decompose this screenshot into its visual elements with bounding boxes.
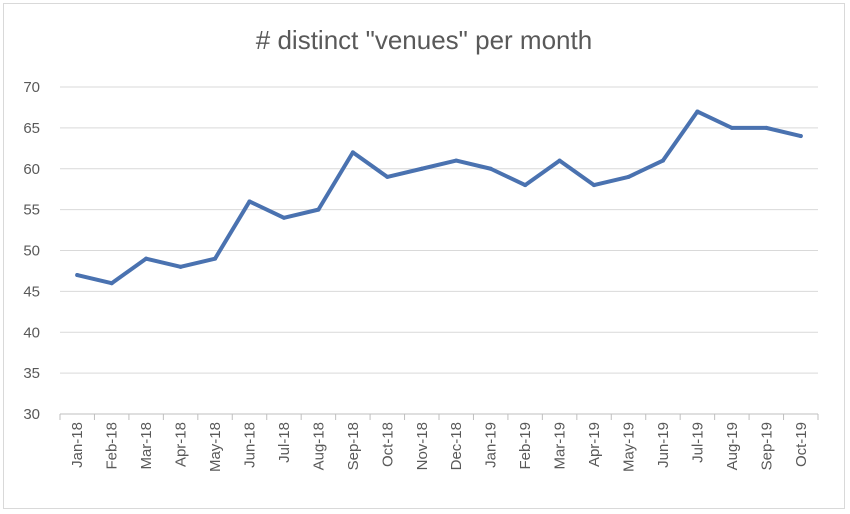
x-tick-label: Jan-18 [69,422,86,468]
data-point [178,264,183,269]
data-point [488,166,493,171]
series-line [75,109,803,286]
x-tick-label: Aug-19 [724,422,741,470]
x-tick-label: Apr-19 [586,422,603,467]
x-tick-label: Jun-18 [242,422,259,468]
data-point [523,183,528,188]
data-point [144,256,149,261]
gridlines [60,86,818,374]
data-point [557,158,562,163]
x-tick-label: May-19 [621,422,638,472]
data-point [798,134,803,139]
chart-title: # distinct "venues" per month [256,25,592,55]
x-tick-label: Jul-18 [276,422,293,463]
x-tick-label: Oct-19 [793,422,810,467]
y-tick-label: 60 [23,161,40,178]
data-point [729,125,734,130]
data-point [350,150,355,155]
x-tick-label: Mar-18 [138,422,155,470]
y-tick-label: 65 [23,120,40,137]
x-tick-label: Aug-18 [310,422,327,470]
data-point [626,174,631,179]
x-tick-label: Sep-18 [345,422,362,470]
y-axis-tick-labels: 30 35 40 45 50 55 60 65 70 [23,79,40,423]
data-point [454,158,459,163]
y-tick-label: 45 [23,283,40,300]
data-point [419,166,424,171]
y-tick-label: 55 [23,202,40,219]
x-tick-label: Nov-18 [414,422,431,470]
x-tick-label: Dec-18 [448,422,465,470]
data-point [75,273,80,278]
x-axis [59,413,819,420]
y-tick-label: 70 [23,79,40,96]
x-axis-tick-labels: Jan-18 Feb-18 Mar-18 Apr-18 May-18 Jun-18 Jul-… [69,422,810,472]
data-point [660,158,665,163]
y-tick-label: 50 [23,243,40,260]
y-tick-label: 30 [23,406,40,423]
y-tick-label: 35 [23,365,40,382]
data-point [764,125,769,130]
x-tick-label: Mar-19 [552,422,569,470]
x-tick-label: May-18 [207,422,224,472]
x-tick-label: Apr-18 [173,422,190,467]
data-point [281,215,286,220]
x-tick-label: Feb-18 [104,422,121,470]
x-tick-label: Feb-19 [517,422,534,470]
data-point [316,207,321,212]
y-tick-label: 40 [23,324,40,341]
data-point [592,183,597,188]
data-point [385,174,390,179]
data-point [695,109,700,114]
x-tick-label: Jan-19 [483,422,500,468]
data-point [247,199,252,204]
x-tick-label: Jun-19 [655,422,672,468]
x-tick-label: Sep-19 [758,422,775,470]
x-tick-label: Jul-19 [689,422,706,463]
data-point [213,256,218,261]
series-layer [75,109,803,286]
x-tick-label: Oct-18 [379,422,396,467]
data-point [109,281,114,286]
